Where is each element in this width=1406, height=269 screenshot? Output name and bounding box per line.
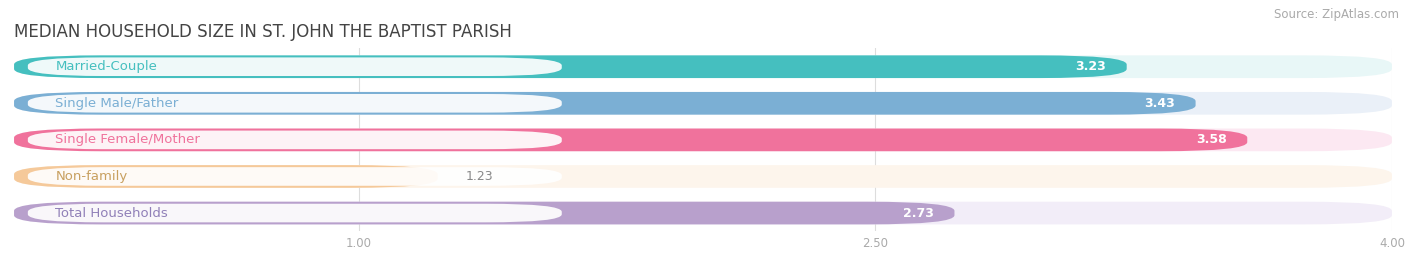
FancyBboxPatch shape	[14, 55, 1392, 78]
FancyBboxPatch shape	[14, 92, 1392, 115]
Text: 3.58: 3.58	[1197, 133, 1226, 146]
FancyBboxPatch shape	[14, 129, 1392, 151]
FancyBboxPatch shape	[14, 129, 1247, 151]
FancyBboxPatch shape	[14, 55, 1126, 78]
Text: Married-Couple: Married-Couple	[55, 60, 157, 73]
FancyBboxPatch shape	[14, 92, 1195, 115]
Text: Single Male/Father: Single Male/Father	[55, 97, 179, 110]
FancyBboxPatch shape	[28, 57, 562, 76]
Text: Non-family: Non-family	[55, 170, 128, 183]
FancyBboxPatch shape	[14, 165, 1392, 188]
Text: 1.23: 1.23	[465, 170, 494, 183]
Text: Source: ZipAtlas.com: Source: ZipAtlas.com	[1274, 8, 1399, 21]
Text: 3.43: 3.43	[1144, 97, 1175, 110]
FancyBboxPatch shape	[14, 202, 1392, 224]
Text: 2.73: 2.73	[903, 207, 934, 220]
Text: Single Female/Mother: Single Female/Mother	[55, 133, 200, 146]
Text: 3.23: 3.23	[1076, 60, 1107, 73]
FancyBboxPatch shape	[28, 130, 562, 149]
Text: MEDIAN HOUSEHOLD SIZE IN ST. JOHN THE BAPTIST PARISH: MEDIAN HOUSEHOLD SIZE IN ST. JOHN THE BA…	[14, 23, 512, 41]
FancyBboxPatch shape	[14, 165, 437, 188]
FancyBboxPatch shape	[28, 204, 562, 222]
FancyBboxPatch shape	[14, 202, 955, 224]
FancyBboxPatch shape	[28, 167, 562, 186]
FancyBboxPatch shape	[28, 94, 562, 113]
Text: Total Households: Total Households	[55, 207, 169, 220]
